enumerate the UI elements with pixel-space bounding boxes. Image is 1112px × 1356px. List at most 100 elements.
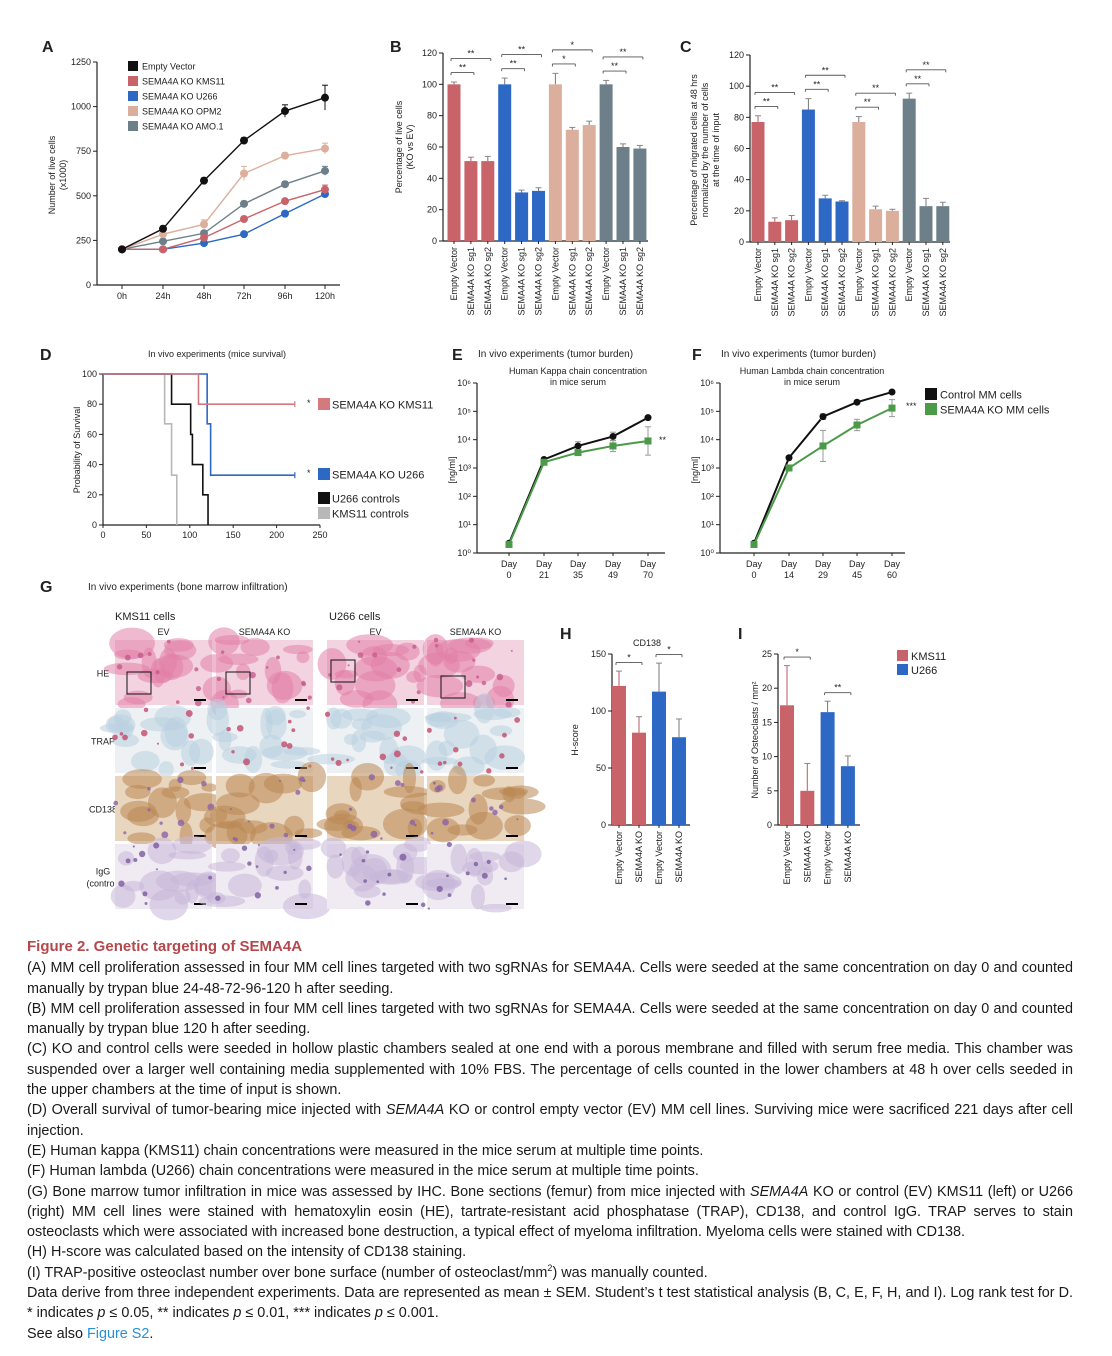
- histology-image-cd138: [203, 761, 327, 852]
- tissue-region: [122, 769, 162, 789]
- y-tick-label: 1250: [71, 57, 91, 67]
- y-tick-label: 10⁶: [457, 378, 471, 388]
- inset-box: [225, 671, 251, 695]
- tissue-region: [120, 800, 157, 822]
- tissue-region: [326, 854, 345, 879]
- series-line: [753, 407, 893, 545]
- stain-spot: [179, 762, 185, 767]
- x-tick-label: Empty Vector: [449, 247, 459, 301]
- y-tick-label: 5: [767, 786, 772, 796]
- tissue-region: [444, 647, 458, 665]
- stain-spot: [324, 711, 331, 717]
- tissue-region: [422, 634, 449, 665]
- stain-spot: [208, 875, 213, 880]
- significance-stars: **: [518, 45, 526, 55]
- x-tick-label: 48h: [196, 291, 211, 301]
- y-tick-label: 15: [762, 717, 772, 727]
- caption-text: .: [149, 1325, 154, 1342]
- stain-spot: [330, 757, 335, 761]
- legend-swatch: [128, 76, 138, 86]
- y-axis-label: (KO vs EV): [405, 124, 415, 169]
- row-label: CD138: [89, 805, 117, 815]
- tissue-region: [334, 810, 350, 820]
- tissue-region: [125, 784, 151, 800]
- significance-stars: **: [763, 96, 771, 106]
- stain-spot: [188, 733, 195, 739]
- stain-spot: [393, 750, 401, 758]
- x-tick-label: 250: [312, 530, 327, 540]
- stain-spot: [348, 807, 353, 811]
- significance-stars: *: [562, 54, 566, 64]
- y-axis-label: [ng/ml]: [690, 456, 700, 483]
- x-tick-label: 29: [818, 570, 828, 580]
- histology-image-he: [317, 634, 427, 719]
- tissue-region: [202, 676, 231, 703]
- y-tick-label: 80: [734, 112, 744, 122]
- bar: [616, 147, 630, 241]
- y-tick-label: 0: [739, 237, 744, 247]
- significance-star: *: [307, 468, 311, 478]
- x-tick-label: Empty Vector: [904, 248, 914, 302]
- legend-swatch: [897, 664, 908, 675]
- x-tick-label: Empty Vector: [753, 248, 763, 302]
- y-tick-label: 20: [87, 490, 97, 500]
- caption-paragraph: (A) MM cell proliferation assessed in fo…: [27, 958, 1073, 999]
- series-line: [121, 147, 326, 250]
- stain-spot: [222, 696, 225, 699]
- caption-text: p: [97, 1305, 106, 1322]
- x-tick-label: SEMA4A KO sg2: [635, 247, 645, 316]
- x-tick-label: SEMA4A KO sg1: [567, 247, 577, 316]
- chart-title: Human Lambda chain concentration: [740, 366, 885, 376]
- stain-spot: [476, 675, 480, 679]
- stain-spot: [365, 850, 370, 854]
- tissue-region: [127, 832, 156, 845]
- bar: [599, 84, 613, 241]
- significance-stars: **: [813, 79, 821, 89]
- x-tick-label: 21: [539, 570, 549, 580]
- caption-text: KO or control empty vector (EV) MM cell …: [27, 1102, 1074, 1139]
- stain-spot: [166, 639, 171, 644]
- tissue-region: [264, 706, 286, 726]
- stain-spot: [453, 716, 457, 720]
- bar: [447, 84, 461, 241]
- figure-s2-link[interactable]: Figure S2: [87, 1325, 150, 1342]
- stain-spot: [177, 819, 185, 827]
- legend-swatch: [128, 121, 138, 131]
- x-tick-label: Empty Vector: [654, 831, 664, 885]
- caption-text: (D) Overall survival of tumor-bearing mi…: [27, 1102, 386, 1119]
- y-tick-label: 40: [87, 460, 97, 470]
- legend-swatch: [318, 492, 330, 504]
- tissue-region: [118, 851, 135, 866]
- y-axis-label: Number of Osteoclasts / mm²: [750, 681, 760, 798]
- caption-text: (I) TRAP-positive osteoclast number over…: [27, 1264, 548, 1281]
- stain-spot: [291, 728, 296, 733]
- data-point: [321, 166, 329, 175]
- stain-spot: [339, 853, 342, 856]
- stain-spot: [498, 804, 504, 810]
- caption-text: (A) MM cell proliferation assessed in fo…: [27, 960, 1073, 997]
- column-label: EV: [369, 627, 381, 637]
- y-tick-label: 100: [82, 369, 97, 379]
- survival-curve: [103, 373, 178, 525]
- y-axis-label: at the time of input: [711, 112, 721, 187]
- stain-spot: [447, 893, 452, 897]
- stain-spot: [399, 853, 407, 861]
- stain-spot: [116, 664, 123, 670]
- significance-stars: *: [795, 647, 799, 657]
- chart-title: Human Kappa chain concentration: [509, 366, 647, 376]
- stain-spot: [361, 858, 366, 863]
- y-tick-label: 10⁵: [457, 406, 471, 416]
- histology-image-he: [200, 627, 313, 719]
- tissue-region: [383, 786, 430, 798]
- y-tick-label: 10²: [458, 491, 471, 501]
- histology-image-cd138: [417, 765, 546, 843]
- stain-spot: [409, 819, 415, 825]
- caption-text: p: [233, 1305, 242, 1322]
- tissue-region: [345, 864, 378, 892]
- y-tick-label: 60: [427, 142, 437, 152]
- stain-spot: [293, 848, 296, 851]
- stain-spot: [194, 699, 202, 707]
- tissue-region: [114, 649, 143, 660]
- y-tick-label: 10¹: [701, 520, 714, 530]
- x-tick-label: Empty Vector: [614, 831, 624, 885]
